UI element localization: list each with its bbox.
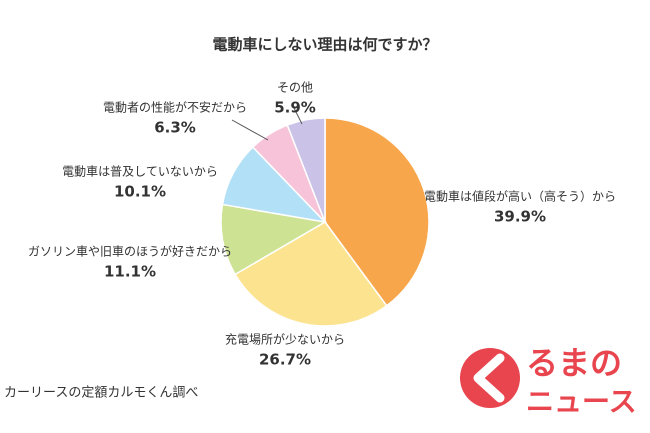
logo: るまの ニュース (460, 344, 637, 418)
logo-text: るまの (526, 344, 622, 382)
pie-slice (324, 117, 430, 307)
value-label: 11.1% (104, 263, 156, 281)
pie-slice (234, 221, 388, 327)
source: カーリースの定額カルモくん調べ (4, 386, 198, 401)
slice-label: ガソリン車や旧車のほうが好きだから (28, 244, 232, 259)
logo-text: ニュース (526, 385, 637, 418)
value-label: 6.3% (154, 119, 196, 137)
value-label: 39.9% (494, 208, 546, 226)
slice-label: 充電場所が少ないから (225, 332, 345, 347)
slice-label: 電動車は普及していないから (62, 165, 218, 179)
chart-title: 電動車にしない理由は何ですか？ (212, 36, 437, 54)
slice-label: その他 (277, 81, 313, 95)
value-label: 5.9% (274, 99, 316, 117)
value-label: 10.1% (114, 183, 166, 201)
slice-label: 電動者の性能が不安だから (103, 100, 247, 115)
leader-line (231, 119, 269, 141)
leader-line (293, 107, 303, 125)
value-label: 26.7% (259, 351, 311, 369)
pie-slice (220, 203, 328, 276)
logo-arrow (473, 353, 505, 403)
slice-label: 電動車は値段が高い（高そう）から (424, 189, 616, 204)
pie-slice (286, 117, 326, 223)
logo-icon (460, 348, 520, 408)
